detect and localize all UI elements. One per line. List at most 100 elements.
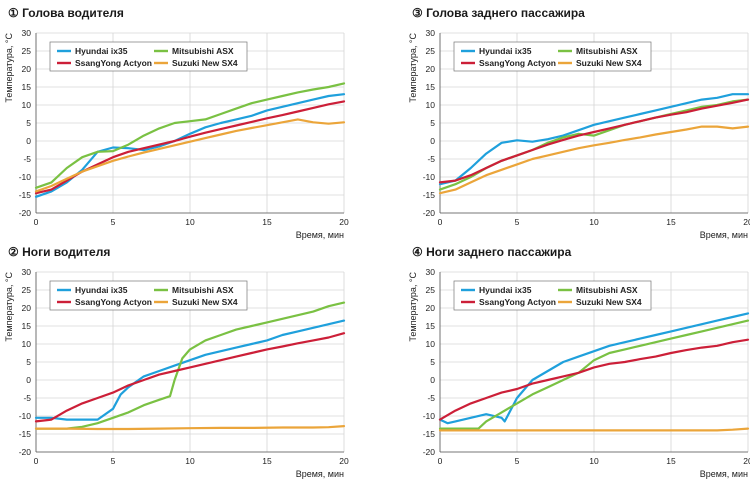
x-tick-label: 5	[111, 456, 116, 466]
y-axis-label: Температура, °C	[4, 271, 14, 341]
y-tick-label: -5	[23, 154, 31, 164]
legend-label: Suzuki New SX4	[576, 58, 642, 68]
x-axis-label: Время, мин	[296, 230, 344, 240]
legend-label: Hyundai ix35	[479, 46, 532, 56]
legend-label: Suzuki New SX4	[172, 297, 238, 307]
legend-box	[49, 280, 248, 311]
legend-label: Mitsubishi ASX	[172, 285, 234, 295]
x-tick-label: 20	[339, 217, 349, 227]
y-tick-label: 25	[426, 46, 436, 56]
y-tick-label: 10	[22, 100, 32, 110]
chart-panel-1: ① Голова водителя -20 -15 -10 -5 0 5 10 15 20 25 30…	[4, 6, 349, 240]
series-line	[438, 427, 750, 432]
y-tick-label: -20	[19, 447, 32, 457]
series-line	[34, 319, 346, 421]
y-tick-label: 30	[22, 267, 32, 277]
chart-panel-2: ③ Голова заднего пассажира -20 -15 -10 -5 0 5 1…	[408, 6, 750, 240]
y-axis-label: Температура, °C	[408, 32, 418, 102]
legend-box	[453, 41, 652, 72]
x-axis-label: Время, мин	[700, 469, 748, 479]
y-tick-label: -5	[427, 154, 435, 164]
x-tick-label: 10	[185, 456, 195, 466]
legend-label: Mitsubishi ASX	[576, 285, 638, 295]
y-tick-label: 20	[426, 64, 436, 74]
chart-title: ① Голова водителя	[8, 6, 124, 20]
y-tick-label: -5	[23, 393, 31, 403]
legend-label: Suzuki New SX4	[576, 297, 642, 307]
y-tick-label: 20	[22, 64, 32, 74]
y-tick-label: 15	[22, 82, 32, 92]
series-line	[34, 301, 346, 430]
y-tick-label: 10	[22, 339, 32, 349]
legend-label: SsangYong Actyon	[75, 297, 152, 307]
y-tick-label: 25	[22, 46, 32, 56]
y-tick-label: 0	[26, 375, 31, 385]
x-tick-label: 15	[262, 456, 272, 466]
y-tick-label: -20	[423, 447, 436, 457]
series-line	[34, 82, 346, 189]
chart-title: ② Ноги водителя	[8, 245, 110, 259]
x-tick-label: 0	[438, 456, 443, 466]
legend-box	[49, 41, 248, 72]
x-tick-label: 20	[743, 456, 750, 466]
x-tick-label: 20	[743, 217, 750, 227]
x-tick-label: 15	[666, 456, 676, 466]
legend-label: Hyundai ix35	[75, 46, 128, 56]
legend-box	[453, 280, 652, 311]
series-line	[34, 425, 346, 431]
y-tick-label: 5	[26, 118, 31, 128]
x-axis-label: Время, мин	[296, 469, 344, 479]
series-line	[438, 319, 750, 430]
y-tick-label: 0	[430, 136, 435, 146]
y-tick-label: 20	[22, 303, 32, 313]
y-tick-label: -10	[423, 411, 436, 421]
x-tick-label: 0	[34, 217, 39, 227]
x-tick-label: 10	[185, 217, 195, 227]
y-tick-label: 15	[22, 321, 32, 331]
legend-label: Mitsubishi ASX	[576, 46, 638, 56]
y-tick-label: 25	[426, 285, 436, 295]
y-tick-label: 5	[430, 118, 435, 128]
x-tick-label: 5	[515, 456, 520, 466]
y-tick-label: 0	[26, 136, 31, 146]
x-tick-label: 20	[339, 456, 349, 466]
x-tick-label: 10	[589, 456, 599, 466]
series-line	[438, 312, 750, 425]
legend-label: Suzuki New SX4	[172, 58, 238, 68]
series-line	[34, 332, 346, 423]
series-line	[34, 118, 346, 193]
y-tick-label: -15	[19, 429, 32, 439]
chart-panel-3: ② Ноги водителя -20 -15 -10 -5 0 5 10 15 20 25 30 0 5…	[4, 245, 349, 479]
series-line	[438, 98, 750, 184]
y-tick-label: -10	[19, 172, 32, 182]
y-tick-label: 15	[426, 321, 436, 331]
x-tick-label: 0	[438, 217, 443, 227]
y-tick-label: 10	[426, 339, 436, 349]
y-tick-label: -10	[423, 172, 436, 182]
y-axis-label: Температура, °C	[4, 32, 14, 102]
x-tick-label: 5	[111, 217, 116, 227]
y-tick-label: 15	[426, 82, 436, 92]
x-tick-label: 10	[589, 217, 599, 227]
legend-label: SsangYong Actyon	[479, 297, 556, 307]
y-tick-label: 10	[426, 100, 436, 110]
y-axis-label: Температура, °C	[408, 271, 418, 341]
y-tick-label: -15	[19, 190, 32, 200]
chart-title: ③ Голова заднего пассажира	[412, 6, 585, 20]
series-line	[34, 93, 346, 198]
y-tick-label: 25	[22, 285, 32, 295]
series-line	[438, 125, 750, 195]
y-tick-label: -15	[423, 190, 436, 200]
y-tick-label: 30	[22, 28, 32, 38]
legend-label: Hyundai ix35	[75, 285, 128, 295]
y-tick-label: -20	[19, 208, 32, 218]
y-tick-label: 0	[430, 375, 435, 385]
legend-label: SsangYong Actyon	[479, 58, 556, 68]
y-tick-label: 5	[430, 357, 435, 367]
legend-label: Hyundai ix35	[479, 285, 532, 295]
y-tick-label: -10	[19, 411, 32, 421]
x-tick-label: 15	[666, 217, 676, 227]
chart-title: ④ Ноги заднего пассажира	[412, 245, 572, 259]
